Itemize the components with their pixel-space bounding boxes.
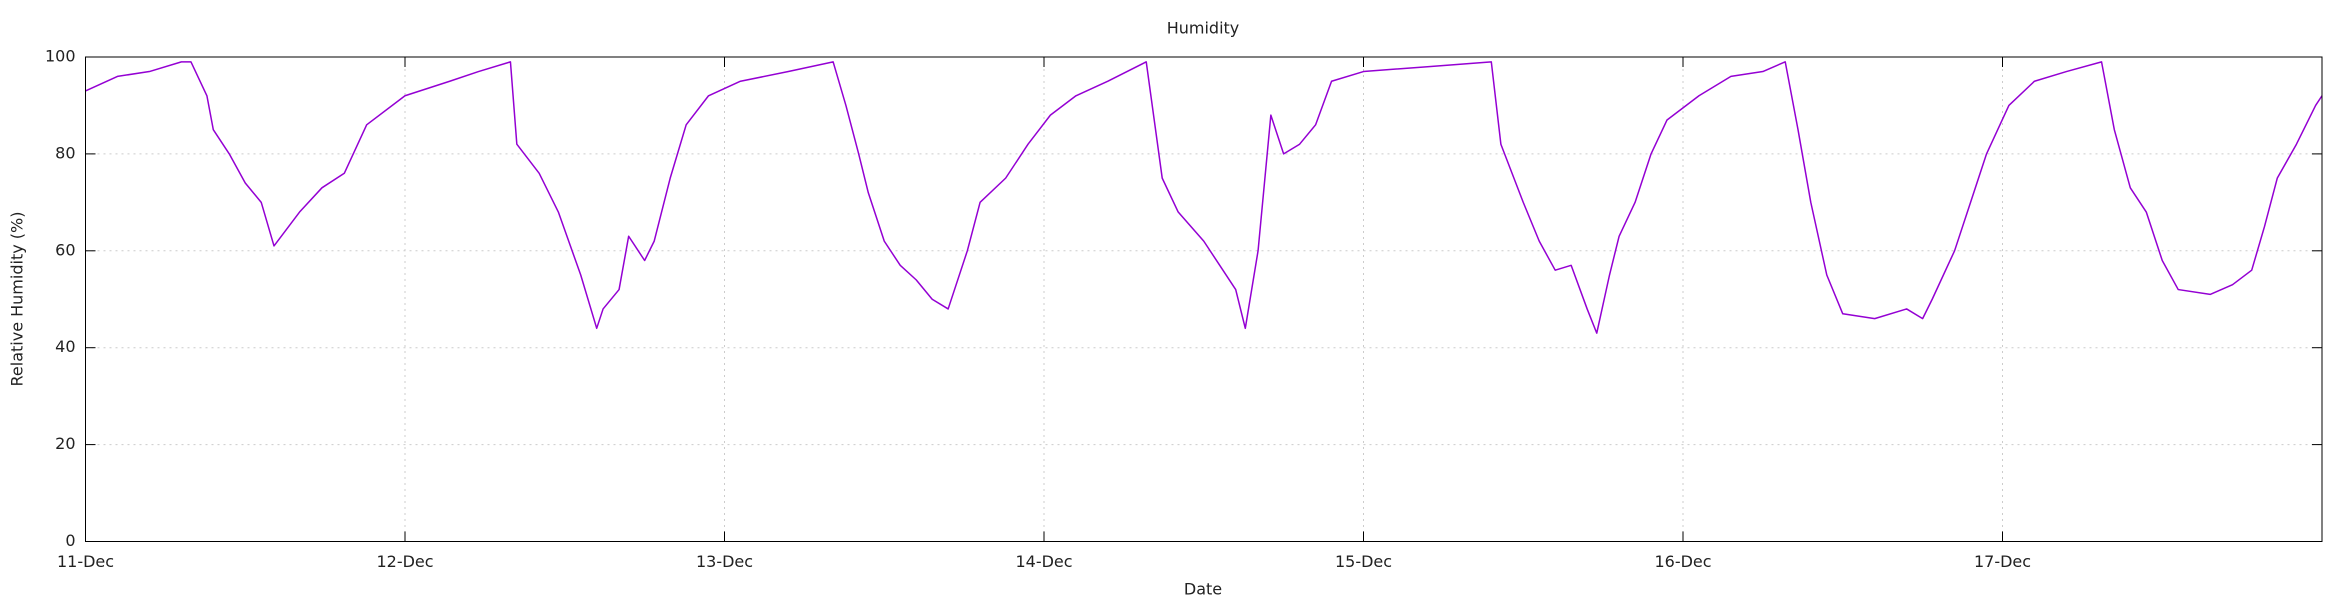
- x-tick-label: 12-Dec: [376, 552, 433, 571]
- y-tick-label: 80: [55, 143, 75, 162]
- y-tick-label: 60: [55, 240, 75, 259]
- y-tick-label: 0: [65, 531, 75, 550]
- x-axis-label: Date: [1184, 580, 1222, 599]
- x-tick-label: 14-Dec: [1015, 552, 1072, 571]
- y-tick-label: 100: [45, 47, 76, 66]
- x-tick-label: 15-Dec: [1335, 552, 1392, 571]
- x-tick-label: 11-Dec: [57, 552, 114, 571]
- x-tick-label: 17-Dec: [1974, 552, 2031, 571]
- data-line: [85, 61, 2323, 334]
- x-tick-label: 16-Dec: [1654, 552, 1711, 571]
- chart-title: Humidity: [1167, 19, 1240, 38]
- y-axis-label: Relative Humidity (%): [8, 212, 27, 387]
- y-tick-label: 40: [55, 337, 75, 356]
- plot-border: [85, 56, 2323, 542]
- x-tick-label: 13-Dec: [696, 552, 753, 571]
- y-tick-label: 20: [55, 434, 75, 453]
